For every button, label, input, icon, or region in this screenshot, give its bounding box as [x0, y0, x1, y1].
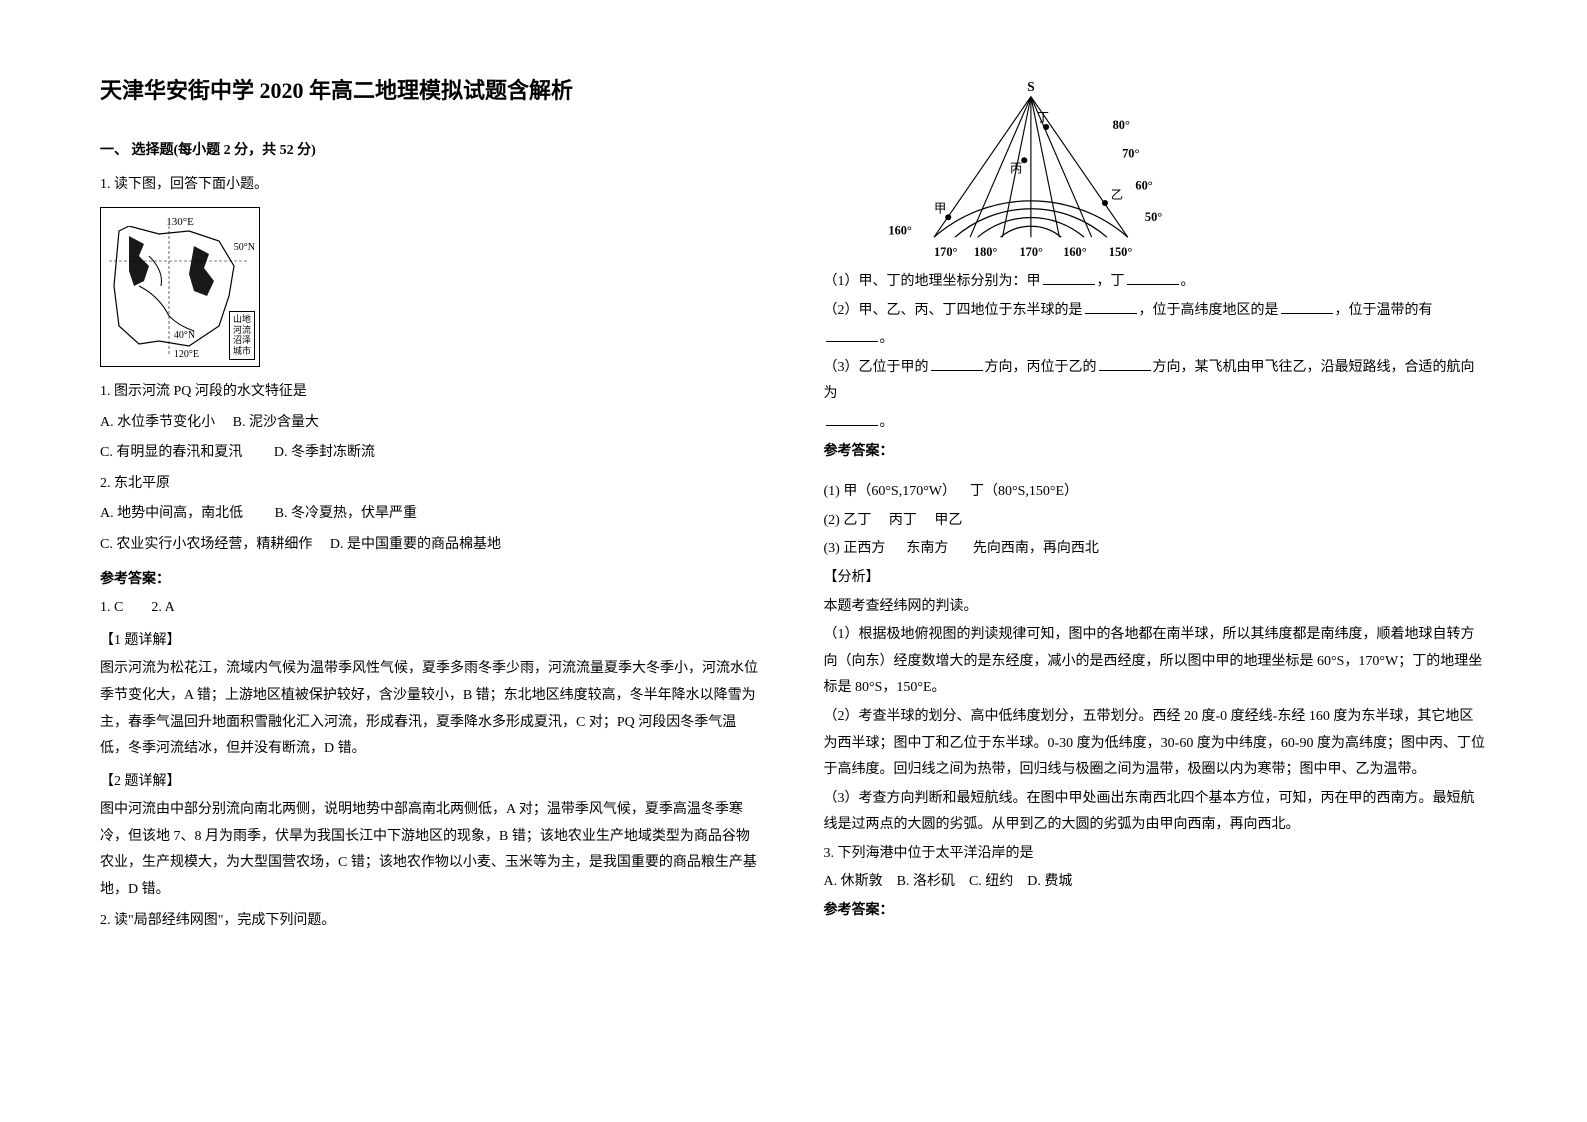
legend-item: 山地 [233, 314, 251, 325]
blank [826, 328, 878, 342]
q2-1: （1）甲、丁的地理坐标分别为：甲 ，丁 。 [824, 269, 1488, 296]
q2-ans3: (3) 正西方 东南方 先向西南，再向西北 [824, 536, 1488, 563]
svg-text:170°: 170° [1019, 245, 1043, 259]
blank [1127, 271, 1179, 285]
q1-1: 1. 图示河流 PQ 河段的水文特征是 [100, 379, 764, 406]
legend-item: 城市 [233, 346, 251, 357]
svg-text:150°: 150° [1108, 245, 1132, 259]
svg-text:乙: 乙 [1110, 188, 1122, 202]
opt: A. 水位季节变化小 [100, 415, 215, 430]
exp2-head: 【2 题详解】 [100, 769, 764, 796]
svg-text:50°: 50° [1144, 210, 1161, 224]
legend-item: 河流 [233, 325, 251, 336]
q1-2-opts: A. 地势中间高，南北低 B. 冬冷夏热，伏旱严重 [100, 501, 764, 528]
q1-1-opts2: C. 有明显的春汛和夏汛 D. 冬季封冻断流 [100, 440, 764, 467]
analysis-3: （3）考查方向判断和最短航线。在图中甲处画出东南西北四个基本方位，可知，丙在甲的… [824, 786, 1488, 839]
map-legend: 山地 河流 沼泽 城市 [229, 311, 255, 360]
section-heading: 一、 选择题(每小题 2 分，共 52 分) [100, 138, 764, 165]
opt: C. 有明显的春汛和夏汛 [100, 445, 242, 460]
text: （3）乙位于甲的 [824, 360, 929, 375]
right-column: S 80° 70° 60° 50° 160° 170° 180° 170° 16… [824, 70, 1488, 1082]
answer-heading-3: 参考答案： [824, 898, 1488, 925]
analysis-intro: 本题考查经纬网的判读。 [824, 594, 1488, 621]
svg-text:160°: 160° [1063, 245, 1087, 259]
q2-2-cont: 。 [824, 326, 1488, 353]
q3: 3. 下列海港中位于太平洋沿岸的是 [824, 841, 1488, 868]
spacer [824, 466, 1488, 478]
blank [1043, 271, 1095, 285]
opt: D. 冬季封冻断流 [274, 445, 375, 460]
blank [826, 412, 878, 426]
q2-3: （3）乙位于甲的方向，丙位于乙的方向，某飞机由甲飞往乙，沿最短路线，合适的航向为 [824, 355, 1488, 408]
svg-text:甲: 甲 [934, 202, 946, 216]
svg-text:60°: 60° [1135, 179, 1152, 193]
q1-2: 2. 东北平原 [100, 471, 764, 498]
text: ，位于温带的有 [1335, 303, 1433, 318]
q3-opts: A. 休斯敦 B. 洛杉矶 C. 纽约 D. 费城 [824, 869, 1488, 896]
lat-label: 50°N [234, 238, 255, 257]
opt: B. 泥沙含量大 [233, 415, 319, 430]
legend-item: 沼泽 [233, 335, 251, 346]
text: 方向，丙位于乙的 [985, 360, 1097, 375]
svg-text:180°: 180° [973, 245, 997, 259]
exp1-head: 【1 题详解】 [100, 628, 764, 655]
text: 。 [1181, 274, 1195, 289]
page-title: 天津华安街中学 2020 年高二地理模拟试题含解析 [100, 70, 764, 112]
opt: B. 冬冷夏热，伏旱严重 [275, 506, 417, 521]
q1-1-opts: A. 水位季节变化小 B. 泥沙含量大 [100, 410, 764, 437]
exp1-body: 图示河流为松花江，流域内气候为温带季风性气候，夏季多雨冬季少雨，河流流量夏季大冬… [100, 656, 764, 762]
opt: C. 农业实行小农场经营，精耕细作 [100, 537, 312, 552]
q1-answer: 1. C 2. A [100, 595, 764, 622]
text: ，位于高纬度地区的是 [1139, 303, 1279, 318]
blank [1085, 300, 1137, 314]
left-column: 天津华安街中学 2020 年高二地理模拟试题含解析 一、 选择题(每小题 2 分… [100, 70, 764, 1082]
svg-text:160°: 160° [888, 223, 912, 237]
q2-ans2: (2) 乙丁 丙丁 甲乙 [824, 508, 1488, 535]
q2-2: （2）甲、乙、丙、丁四地位于东半球的是 ，位于高纬度地区的是 ，位于温带的有 [824, 298, 1488, 325]
opt: A. 地势中间高，南北低 [100, 506, 243, 521]
analysis-2: （2）考查半球的划分、高中低纬度划分，五带划分。西经 20 度-0 度经线-东经… [824, 704, 1488, 784]
svg-text:丁: 丁 [1036, 110, 1048, 124]
blank [1099, 357, 1151, 371]
opt: D. 是中国重要的商品棉基地 [330, 537, 501, 552]
answer-heading: 参考答案： [100, 567, 764, 594]
lat-label-2: 40°N120°E [174, 326, 199, 364]
svg-text:170°: 170° [934, 245, 958, 259]
polar-figure: S 80° 70° 60° 50° 160° 170° 180° 170° 16… [874, 70, 1184, 260]
text: （1）甲、丁的地理坐标分别为：甲 [824, 274, 1041, 289]
svg-text:80°: 80° [1112, 118, 1129, 132]
text: ，丁 [1097, 274, 1125, 289]
svg-text:70°: 70° [1122, 146, 1139, 160]
label-S: S [1027, 79, 1034, 94]
q2-intro: 2. 读"局部经纬网图"，完成下列问题。 [100, 908, 764, 935]
q2-ans1: (1) 甲（60°S,170°W） 丁（80°S,150°E） [824, 479, 1488, 506]
q1-intro: 1. 读下图，回答下面小题。 [100, 172, 764, 199]
q2-3-cont: 。 [824, 410, 1488, 437]
blank [1281, 300, 1333, 314]
q1-2-opts2: C. 农业实行小农场经营，精耕细作 D. 是中国重要的商品棉基地 [100, 532, 764, 559]
map-figure: 50°N 40°N120°E 山地 河流 沼泽 城市 [100, 207, 260, 367]
exp2-body: 图中河流由中部分别流向南北两侧，说明地势中部高南北两侧低，A 对；温带季风气候，… [100, 797, 764, 903]
answer-heading-2: 参考答案： [824, 439, 1488, 466]
text: 。 [880, 415, 894, 430]
text: （2）甲、乙、丙、丁四地位于东半球的是 [824, 303, 1083, 318]
svg-text:丙: 丙 [1010, 162, 1022, 176]
analysis-1: （1）根据极地俯视图的判读规律可知，图中的各地都在南半球，所以其纬度都是南纬度，… [824, 622, 1488, 702]
text: 。 [880, 331, 894, 346]
blank [931, 357, 983, 371]
analysis-head: 【分析】 [824, 565, 1488, 592]
